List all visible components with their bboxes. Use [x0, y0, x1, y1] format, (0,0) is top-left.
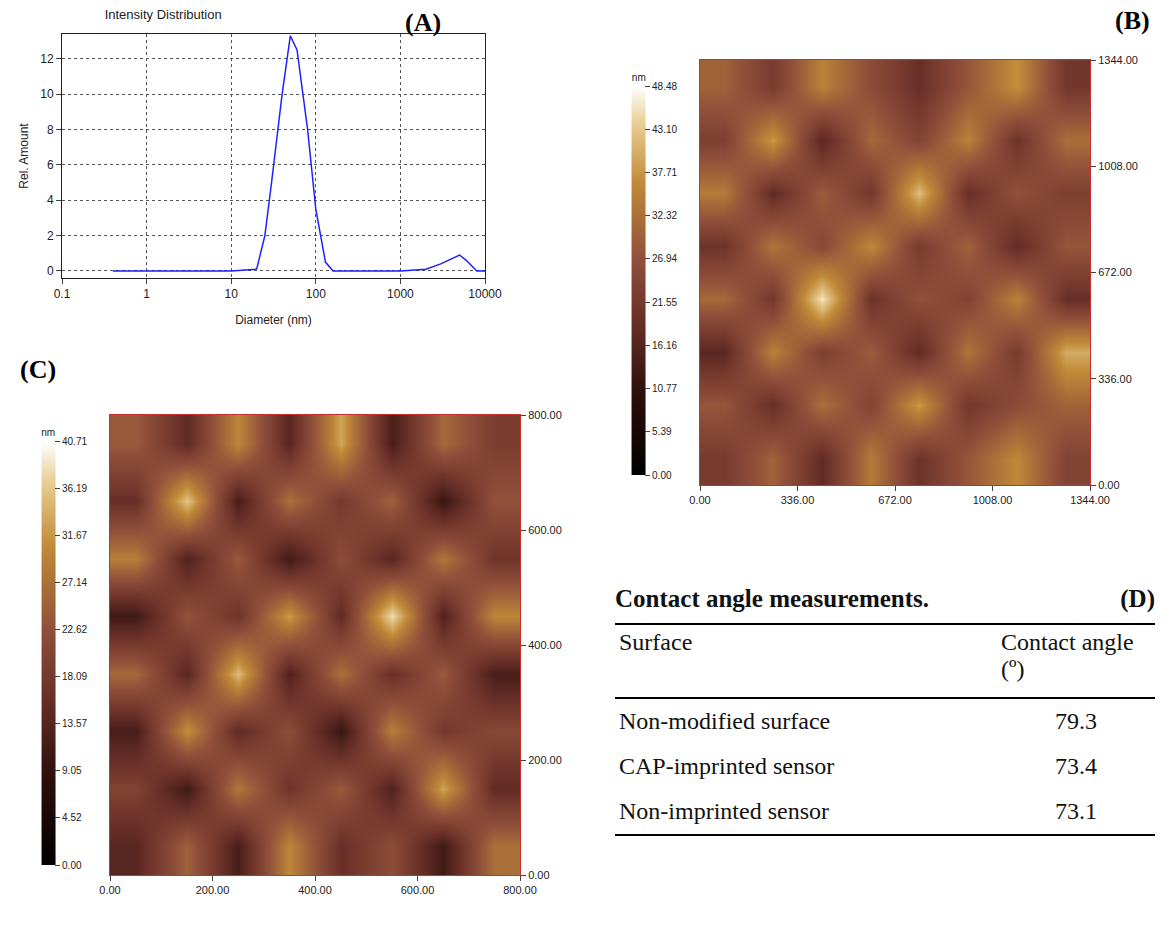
svg-text:1: 1 — [143, 287, 150, 301]
svg-text:100: 100 — [306, 287, 326, 301]
svg-text:37.71: 37.71 — [652, 167, 677, 178]
svg-text:1008.00: 1008.00 — [973, 494, 1013, 506]
html-text:79.3: 79.3 — [1055, 708, 1097, 734]
svg-text:336.00: 336.00 — [781, 494, 815, 506]
svg-text:6: 6 — [47, 158, 54, 172]
html-text:CAP-imprinted sensor: CAP-imprinted sensor — [619, 753, 835, 779]
html-text:Surface: Surface — [619, 629, 693, 655]
svg-text:336.00: 336.00 — [1098, 373, 1132, 385]
svg-text:400.00: 400.00 — [528, 639, 562, 651]
svg-text:4.52: 4.52 — [62, 812, 82, 823]
svg-text:800.00: 800.00 — [528, 409, 562, 421]
html-text:(A): (A) — [405, 8, 442, 37]
svg-text:8: 8 — [47, 123, 54, 137]
svg-text:10: 10 — [225, 287, 239, 301]
svg-text:nm: nm — [632, 72, 646, 83]
svg-text:Rel. Amount: Rel. Amount — [17, 123, 31, 189]
svg-text:12: 12 — [40, 52, 54, 66]
svg-text:600.00: 600.00 — [401, 884, 435, 896]
svg-text:32.32: 32.32 — [652, 210, 677, 221]
svg-text:0.00: 0.00 — [99, 884, 120, 896]
svg-text:800.00: 800.00 — [503, 884, 537, 896]
svg-text:0.00: 0.00 — [62, 860, 82, 871]
svg-text:672.00: 672.00 — [1098, 266, 1132, 278]
svg-text:1344.00: 1344.00 — [1070, 494, 1110, 506]
svg-text:200.00: 200.00 — [528, 754, 562, 766]
svg-text:672.00: 672.00 — [878, 494, 912, 506]
svg-text:4: 4 — [47, 193, 54, 207]
svg-text:0.1: 0.1 — [54, 287, 71, 301]
svg-text:0: 0 — [47, 264, 54, 278]
svg-text:5.39: 5.39 — [652, 426, 672, 437]
html-text:Non-imprinted sensor: Non-imprinted sensor — [619, 798, 829, 824]
svg-text:Intensity Distribution: Intensity Distribution — [105, 7, 222, 22]
svg-text:16.16: 16.16 — [652, 340, 677, 351]
svg-text:10000: 10000 — [468, 287, 502, 301]
svg-text:43.10: 43.10 — [652, 124, 677, 135]
svg-text:0.00: 0.00 — [689, 494, 710, 506]
svg-text:10: 10 — [40, 87, 54, 101]
svg-text:31.67: 31.67 — [62, 530, 87, 541]
svg-text:27.14: 27.14 — [62, 577, 87, 588]
svg-text:1000: 1000 — [387, 287, 414, 301]
html-text:(C): (C) — [20, 355, 57, 384]
svg-text:10.77: 10.77 — [652, 383, 677, 394]
svg-text:22.62: 22.62 — [62, 624, 87, 635]
svg-text:600.00: 600.00 — [528, 524, 562, 536]
html-text:(B): (B) — [1115, 6, 1150, 35]
html-text:(D): (D) — [1120, 585, 1155, 612]
svg-text:400.00: 400.00 — [298, 884, 332, 896]
svg-text:21.55: 21.55 — [652, 297, 677, 308]
html-text:73.1: 73.1 — [1055, 798, 1097, 824]
svg-text:1344.00: 1344.00 — [1098, 54, 1138, 66]
svg-text:48.48: 48.48 — [652, 81, 677, 92]
html-text:Contact angle measurements.: Contact angle measurements. — [615, 585, 930, 612]
svg-text:1008.00: 1008.00 — [1098, 160, 1138, 172]
svg-text:0.00: 0.00 — [1098, 479, 1119, 491]
svg-text:26.94: 26.94 — [652, 253, 677, 264]
svg-text:nm: nm — [41, 427, 55, 438]
svg-text:40.71: 40.71 — [62, 436, 87, 447]
svg-text:200.00: 200.00 — [196, 884, 230, 896]
html-text:Contact angle (º): Contact angle (º) — [1001, 629, 1134, 682]
html-text:Non-modified surface: Non-modified surface — [619, 708, 831, 734]
svg-text:0.00: 0.00 — [652, 470, 672, 481]
svg-text:2: 2 — [47, 229, 54, 243]
svg-text:36.19: 36.19 — [62, 483, 87, 494]
svg-text:Diameter (nm): Diameter (nm) — [235, 313, 312, 327]
svg-text:0.00: 0.00 — [528, 869, 549, 881]
svg-text:9.05: 9.05 — [62, 765, 82, 776]
html-text:73.4: 73.4 — [1055, 753, 1097, 779]
svg-text:13.57: 13.57 — [62, 718, 87, 729]
svg-text:18.09: 18.09 — [62, 671, 87, 682]
